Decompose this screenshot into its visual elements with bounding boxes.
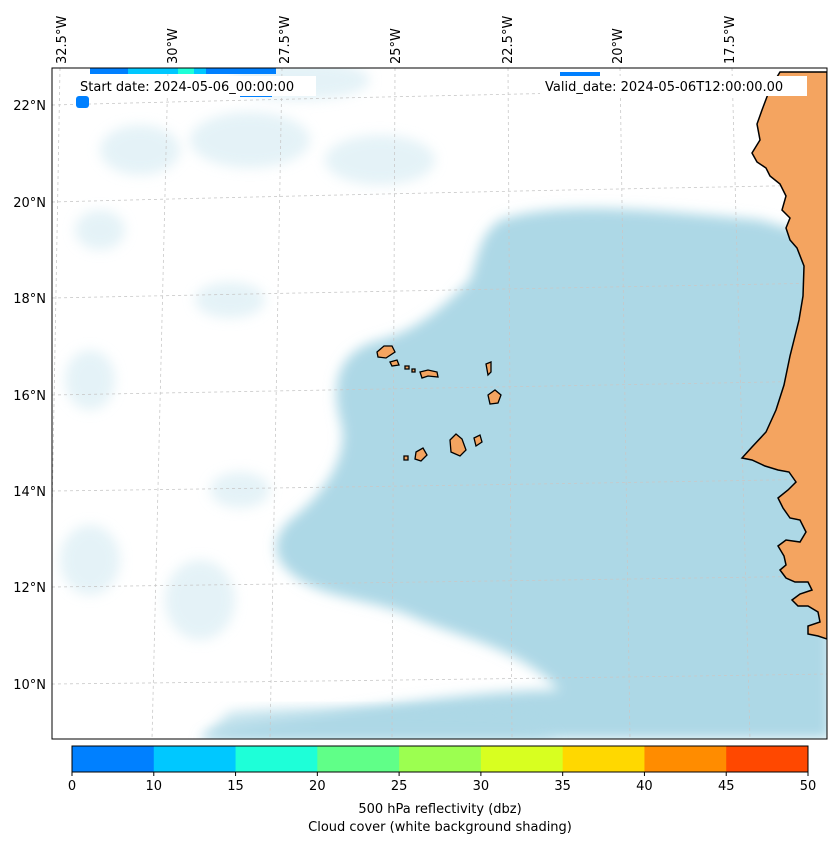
colorbar-segment [562,746,645,772]
african-coastline [740,71,827,640]
colorbar-tick-label: 0 [68,779,76,794]
cape-verde-islands [376,345,502,462]
colorbar-tick-label: 50 [800,779,817,794]
colorbar-tick-label: 45 [718,779,735,794]
lat-label: 14°N [13,485,46,500]
colorbar-tick-label: 20 [309,779,326,794]
lat-label: 16°N [13,389,46,404]
colorbar-segment [235,746,318,772]
colorbar-ticks: 0 10 15 20 25 30 35 40 45 50 [68,772,816,794]
colorbar-tick-label: 25 [391,779,408,794]
start-date-text: Start date: 2024-05-06_00:00:00 [80,80,294,95]
valid-date-text: Valid_date: 2024-05-06T12:00:00.00 [545,80,783,95]
lon-label: 32.5°W [55,16,70,64]
colorbar-frame [71,745,809,773]
colorbar-tick-label: 10 [146,779,163,794]
longitude-labels: 32.5°W 30°W 27.5°W 25°W 22.5°W 20°W 17.5… [55,16,738,64]
colorbar-segment [726,746,809,772]
lon-label: 20°W [611,28,626,64]
lat-label: 10°N [13,678,46,693]
colorbar-segment [72,746,155,772]
start-date-box [76,76,316,96]
colorbar-sublabel: Cloud cover (white background shading) [308,820,572,835]
lat-label: 22°N [13,99,46,114]
colorbar-segment [317,746,400,772]
lat-label: 12°N [13,581,46,596]
lon-label: 27.5°W [278,16,293,64]
lat-label: 20°N [13,196,46,211]
lat-label: 18°N [13,292,46,307]
cloud-cover-area [200,208,827,739]
colorbar-tick-label: 40 [636,779,653,794]
latitude-labels: 22°N 20°N 18°N 16°N 14°N 12°N 10°N [13,99,46,693]
colorbar: 0 10 15 20 25 30 35 40 45 50 500 hPa reflectivity… [68,745,816,835]
colorbar-tick-label: 15 [227,779,244,794]
graticule [52,68,827,739]
map-panel [52,68,827,739]
colorbar-segments [72,746,809,772]
lon-label: 30°W [166,28,181,64]
map-frame [51,67,828,740]
colorbar-label: 500 hPa reflectivity (dbz) [358,802,521,817]
colorbar-segment [153,746,237,772]
valid-date-box [540,76,807,96]
colorbar-tick-label: 35 [554,779,571,794]
colorbar-segment [480,746,564,772]
reflectivity-patch-icon [76,96,89,108]
lon-label: 25°W [389,28,404,64]
colorbar-segment [644,746,727,772]
lon-label: 17.5°W [723,16,738,64]
colorbar-tick-label: 30 [473,779,490,794]
colorbar-segment [399,746,482,772]
lon-label: 22.5°W [501,16,516,64]
